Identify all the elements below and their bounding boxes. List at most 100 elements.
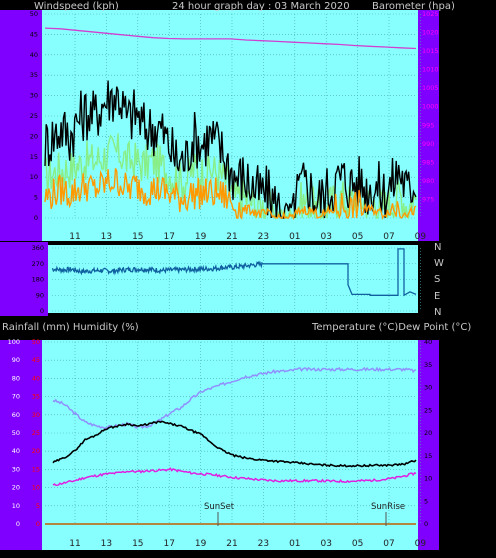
sunset-label: SunSet xyxy=(204,502,235,512)
x-tick-label: 05 xyxy=(352,232,363,242)
direction-series-layer xyxy=(51,248,417,297)
x-tick-label: 07 xyxy=(383,232,394,242)
y-tick-label-barometer: 980 xyxy=(422,177,434,185)
y-tick-label-humidity: 40 xyxy=(12,447,20,455)
y-tick-label-direction: 90 xyxy=(36,291,44,299)
direction-label-n-top: N xyxy=(434,242,441,253)
y-tick-label-barometer: 985 xyxy=(422,158,434,166)
grid-wind xyxy=(45,13,421,219)
y-tick-label-rainfall: 5 xyxy=(36,502,40,510)
x-tick-label: 23 xyxy=(258,539,269,549)
x-tick-label: 17 xyxy=(163,539,174,549)
x-tick-label: 03 xyxy=(320,232,331,242)
y-tick-label-temperature: 25 xyxy=(424,406,432,414)
y-tick-label-barometer: 1025 xyxy=(422,10,439,18)
y-tick-label-temperature: 0 xyxy=(424,520,428,528)
x-tick-label: 15 xyxy=(132,232,143,242)
y-tick-label-temperature: 20 xyxy=(424,429,432,437)
x-tick-label: 17 xyxy=(163,232,174,242)
x-tick-label: 21 xyxy=(226,232,237,242)
y-tick-label-humidity: 20 xyxy=(12,484,20,492)
left-panel-mid xyxy=(0,242,48,316)
y-tick-label-humidity: 90 xyxy=(12,356,20,364)
y-tick-label-rainfall: 15 xyxy=(32,465,40,473)
x-tick-label: 15 xyxy=(132,539,143,549)
x-tick-label: 11 xyxy=(69,232,80,242)
right-panel-bottom xyxy=(418,340,439,550)
barometer-axis-title: Barometer (hpa) xyxy=(372,1,455,12)
y-tick-label-wind: 20 xyxy=(30,132,38,140)
y-tick-label-humidity: 30 xyxy=(12,465,20,473)
y-tick-label-rainfall: 20 xyxy=(32,447,40,455)
direction-label-w: W xyxy=(434,258,444,269)
sunrise-label: SunRise xyxy=(371,502,405,512)
y-tick-label-humidity: 70 xyxy=(12,393,20,401)
x-tick-label: 19 xyxy=(195,539,207,549)
wind-series-layer xyxy=(44,27,417,221)
x-tick-label: 09 xyxy=(415,539,427,549)
x-tick-label: 01 xyxy=(289,232,300,242)
x-tick-label: 19 xyxy=(195,232,207,242)
graph-title: 24 hour graph day : 03 March 2020 xyxy=(172,1,350,12)
y-tick-label-barometer: 1020 xyxy=(422,29,439,37)
y-tick-label-wind: 30 xyxy=(30,92,38,100)
rain-humidity-axis-title: Rainfall (mm) Humidity (%) xyxy=(2,322,139,333)
y-tick-label-wind: 25 xyxy=(30,112,38,120)
y-tick-label-barometer: 1015 xyxy=(422,47,439,55)
series-dewpoint xyxy=(52,467,417,487)
x-tick-label: 05 xyxy=(352,539,363,549)
y-tick-label-rainfall: 0 xyxy=(36,520,40,528)
y-tick-label-temperature: 40 xyxy=(424,338,432,346)
series-wind xyxy=(44,168,417,221)
wind-axis-title: Windspeed (kph) xyxy=(34,1,119,12)
y-tick-label-rainfall: 40 xyxy=(32,374,40,382)
temp-dewpoint-axis-title: Temperature (°C)Dew Point (°C) xyxy=(311,322,471,333)
direction-label-e: E xyxy=(434,291,440,302)
y-tick-label-direction: 270 xyxy=(32,260,44,268)
plot-area-temp xyxy=(42,340,418,526)
y-tick-label-temperature: 10 xyxy=(424,475,432,483)
y-tick-label-direction: 360 xyxy=(32,244,44,252)
y-tick-label-wind: 10 xyxy=(30,173,38,181)
temp-series-layer xyxy=(45,366,417,525)
x-tick-label: 11 xyxy=(69,539,80,549)
series-direction xyxy=(51,260,263,276)
xaxis-area-wind xyxy=(42,228,418,241)
y-tick-label-temperature: 35 xyxy=(424,361,432,369)
y-tick-label-direction: 180 xyxy=(32,276,44,284)
y-tick-label-temperature: 30 xyxy=(424,384,432,392)
y-tick-label-rainfall: 25 xyxy=(32,429,40,437)
x-tick-label: 07 xyxy=(383,539,394,549)
y-tick-label-barometer: 995 xyxy=(422,121,434,129)
y-tick-label-barometer: 975 xyxy=(422,195,434,203)
y-tick-label-barometer: 1005 xyxy=(422,84,439,92)
y-tick-label-barometer: 990 xyxy=(422,140,434,148)
y-tick-label-wind: 45 xyxy=(30,30,38,38)
series-direction-steps xyxy=(262,248,417,297)
y-tick-label-humidity: 50 xyxy=(12,429,20,437)
y-tick-label-humidity: 80 xyxy=(12,374,20,382)
y-tick-label-temperature: 5 xyxy=(424,497,428,505)
right-panel-top xyxy=(418,10,439,241)
y-tick-label-barometer: 1010 xyxy=(422,66,439,74)
y-tick-label-wind: 35 xyxy=(30,71,38,79)
x-tick-label: 09 xyxy=(415,232,427,242)
y-tick-label-wind: 40 xyxy=(30,51,38,59)
series-average xyxy=(44,133,417,221)
y-tick-label-rainfall: 10 xyxy=(32,484,40,492)
x-tick-label: 21 xyxy=(226,539,237,549)
y-tick-label-rainfall: 30 xyxy=(32,411,40,419)
x-tick-label: 03 xyxy=(320,539,331,549)
left-panel-bottom xyxy=(0,340,42,550)
y-tick-label-rainfall: 45 xyxy=(32,356,40,364)
y-tick-label-wind: 50 xyxy=(30,10,38,18)
y-tick-label-humidity: 100 xyxy=(8,338,20,346)
y-tick-label-wind: 15 xyxy=(30,153,38,161)
left-panel-top xyxy=(0,10,42,241)
direction-label-s: S xyxy=(434,274,440,285)
xaxis-area-temp xyxy=(42,526,418,550)
x-tick-label: 01 xyxy=(289,539,300,549)
series-barometer xyxy=(44,27,417,50)
y-tick-label-temperature: 15 xyxy=(424,452,432,460)
